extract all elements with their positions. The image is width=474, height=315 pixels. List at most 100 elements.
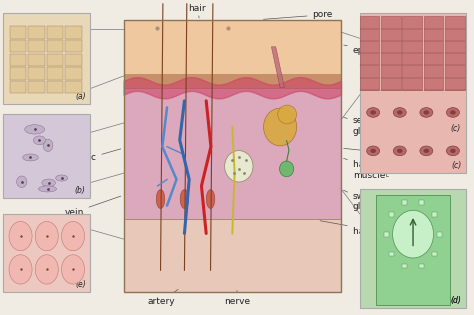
Bar <box>65 54 82 66</box>
Text: (e): (e) <box>75 280 86 289</box>
Ellipse shape <box>420 146 433 156</box>
Ellipse shape <box>450 149 456 153</box>
Bar <box>124 20 341 292</box>
Text: (d): (d) <box>451 296 462 305</box>
Bar <box>9 40 27 52</box>
Bar <box>3 114 91 198</box>
Bar <box>28 40 45 52</box>
Text: lymphatic
vessel: lymphatic vessel <box>52 149 121 172</box>
Bar <box>47 67 64 80</box>
Bar <box>384 232 389 237</box>
Ellipse shape <box>367 146 380 156</box>
Bar <box>3 13 91 104</box>
Text: vein: vein <box>64 196 121 217</box>
Bar <box>65 67 82 80</box>
Polygon shape <box>272 47 284 88</box>
Ellipse shape <box>450 110 456 115</box>
Ellipse shape <box>423 149 429 153</box>
Text: dermis: dermis <box>393 150 424 159</box>
Ellipse shape <box>17 176 27 187</box>
Bar <box>9 81 27 93</box>
Text: sweat
gland: sweat gland <box>344 190 380 211</box>
Ellipse shape <box>225 151 253 182</box>
Ellipse shape <box>42 179 55 186</box>
Ellipse shape <box>397 149 402 153</box>
Text: (b): (b) <box>75 186 86 195</box>
Bar <box>9 54 27 66</box>
Ellipse shape <box>33 136 46 145</box>
Bar <box>28 26 45 39</box>
Text: pore: pore <box>264 10 333 19</box>
Ellipse shape <box>392 210 434 258</box>
Text: nerve: nerve <box>224 290 250 306</box>
Text: (d): (d) <box>450 296 461 305</box>
Ellipse shape <box>370 110 376 115</box>
Ellipse shape <box>25 125 45 134</box>
Bar <box>360 16 380 90</box>
Ellipse shape <box>9 255 32 284</box>
Bar <box>9 67 27 80</box>
Ellipse shape <box>370 149 376 153</box>
Bar <box>402 264 407 268</box>
Ellipse shape <box>62 221 84 251</box>
Bar <box>419 264 424 268</box>
Bar <box>360 13 466 173</box>
Ellipse shape <box>397 110 402 115</box>
Ellipse shape <box>35 221 58 251</box>
Ellipse shape <box>38 186 56 192</box>
Bar <box>124 74 341 88</box>
Ellipse shape <box>367 108 380 117</box>
Ellipse shape <box>393 146 406 156</box>
Bar <box>47 26 64 39</box>
Bar <box>419 200 424 205</box>
Bar <box>65 81 82 93</box>
Text: (c): (c) <box>451 161 462 170</box>
Ellipse shape <box>35 255 58 284</box>
Bar <box>402 16 422 90</box>
Bar <box>376 195 450 305</box>
Ellipse shape <box>423 110 429 115</box>
Text: hair: hair <box>188 4 206 18</box>
Text: (a): (a) <box>75 92 86 101</box>
Bar <box>124 20 341 74</box>
Bar <box>402 200 407 205</box>
Bar <box>65 26 82 39</box>
Ellipse shape <box>156 190 165 209</box>
Text: hair erector
muscle: hair erector muscle <box>344 158 406 180</box>
Bar <box>389 212 394 217</box>
Ellipse shape <box>43 139 53 152</box>
Ellipse shape <box>62 255 84 284</box>
Ellipse shape <box>180 190 189 209</box>
Bar <box>424 16 443 90</box>
Text: artery: artery <box>147 289 178 306</box>
Bar <box>28 54 45 66</box>
Text: (c): (c) <box>451 124 461 133</box>
Bar <box>438 232 442 237</box>
Ellipse shape <box>447 108 459 117</box>
Bar <box>124 219 341 292</box>
Ellipse shape <box>206 190 215 209</box>
Bar <box>360 189 466 308</box>
Ellipse shape <box>420 108 433 117</box>
Text: sebaceous
gland: sebaceous gland <box>344 117 401 136</box>
Ellipse shape <box>393 108 406 117</box>
Bar <box>65 40 82 52</box>
Ellipse shape <box>9 221 32 251</box>
Ellipse shape <box>280 161 294 177</box>
Bar <box>47 81 64 93</box>
Bar <box>28 81 45 93</box>
Ellipse shape <box>447 146 459 156</box>
Bar <box>389 252 394 256</box>
Bar <box>124 88 341 219</box>
Text: dermis: dermis <box>344 148 417 159</box>
Ellipse shape <box>23 154 38 161</box>
Bar <box>432 212 437 217</box>
Ellipse shape <box>55 175 68 181</box>
Bar <box>28 67 45 80</box>
Bar <box>432 252 437 256</box>
Bar <box>445 16 465 90</box>
Text: hair follicle: hair follicle <box>320 221 403 236</box>
Ellipse shape <box>278 105 297 124</box>
Bar <box>9 26 27 39</box>
Bar <box>47 54 64 66</box>
